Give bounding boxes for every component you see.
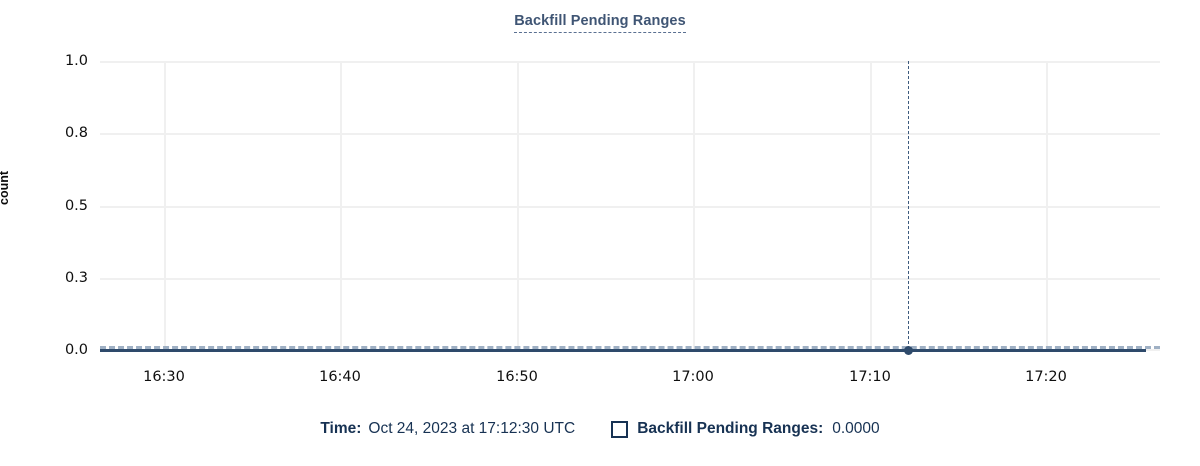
gridline-horizontal-0-8 (100, 133, 1160, 135)
chart-title: Backfill Pending Ranges (0, 13, 1200, 33)
x-tick-label-1720: 17:20 (1025, 369, 1067, 385)
series-line-overlay-dashed (100, 346, 1160, 349)
y-tick-label-0-8: 0.8 (64, 125, 88, 141)
y-axis-title: count (0, 170, 11, 205)
chart-footer: Time: Oct 24, 2023 at 17:12:30 UTC Backf… (0, 420, 1200, 438)
gridline-horizontal-0-3 (100, 278, 1160, 280)
empty-square-icon[interactable] (611, 420, 629, 438)
gridline-vertical-1700 (693, 61, 695, 350)
x-tick-label-1710: 17:10 (849, 369, 891, 385)
x-tick-label-1650: 16:50 (496, 369, 538, 385)
gridline-horizontal-0-5 (100, 206, 1160, 208)
y-tick-label-1-0: 1.0 (64, 53, 88, 69)
x-tick-label-1630: 16:30 (143, 369, 185, 385)
gridline-horizontal-1-0 (100, 61, 1160, 63)
gridline-vertical-1650 (517, 61, 519, 350)
y-tick-label-0-0: 0.0 (64, 342, 88, 358)
legend-series-value: 0.0000 (832, 420, 880, 437)
y-tick-label-0-5: 0.5 (64, 198, 88, 214)
footer-time-label: Time: (320, 420, 362, 437)
footer-time-value: Oct 24, 2023 at 17:12:30 UTC (368, 420, 576, 437)
crosshair-data-point-marker[interactable] (903, 345, 913, 355)
chart-title-text: Backfill Pending Ranges (514, 13, 686, 33)
x-tick-label-1700: 17:00 (672, 369, 714, 385)
plot-area[interactable] (100, 61, 1160, 355)
crosshair-vertical-line (908, 61, 909, 349)
legend-series-label[interactable]: Backfill Pending Ranges: (637, 420, 824, 437)
gridline-vertical-1720 (1046, 61, 1048, 350)
gridline-vertical-1630 (164, 61, 166, 350)
gridline-vertical-1640 (340, 61, 342, 350)
y-tick-label-0-3: 0.3 (64, 270, 88, 286)
series-line-backfill-pending-ranges (100, 349, 1146, 352)
gridline-vertical-1710 (870, 61, 872, 350)
x-tick-label-1640: 16:40 (319, 369, 361, 385)
